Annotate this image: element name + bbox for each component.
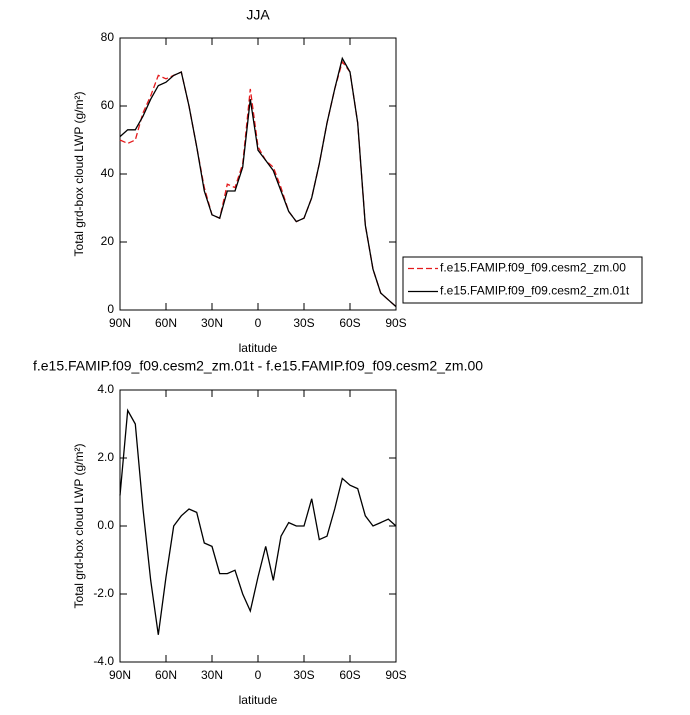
y-tick-label: -4.0	[93, 654, 114, 668]
chart-title: JJA	[246, 7, 270, 23]
legend-label: f.e15.FAMIP.f09_f09.cesm2_zm.01t	[440, 284, 630, 298]
x-tick-label: 90N	[109, 668, 131, 682]
legend-box	[402, 256, 643, 304]
x-tick-label: 0	[255, 668, 262, 682]
y-tick-label: 80	[101, 30, 115, 44]
x-tick-label: 60N	[155, 316, 177, 330]
x-tick-label: 90N	[109, 316, 131, 330]
x-tick-label: 30N	[201, 316, 223, 330]
x-tick-label: 60S	[339, 316, 360, 330]
x-tick-label: 0	[255, 316, 262, 330]
legend-label: f.e15.FAMIP.f09_f09.cesm2_zm.00	[440, 261, 626, 275]
x-tick-label: 30S	[293, 668, 314, 682]
x-tick-label: 30N	[201, 668, 223, 682]
x-axis-label: latitude	[239, 341, 278, 355]
plot-frame	[119, 37, 397, 311]
y-tick-label: 60	[101, 98, 115, 112]
data-line	[119, 56, 397, 308]
x-tick-label: 90S	[385, 316, 406, 330]
y-axis-label: Total grd-box cloud LWP (g/m²)	[72, 92, 86, 257]
x-axis-label: latitude	[239, 693, 278, 707]
x-tick-label: 60N	[155, 668, 177, 682]
x-tick-label: 60S	[339, 668, 360, 682]
x-tick-label: 90S	[385, 668, 406, 682]
data-line	[119, 408, 397, 635]
y-tick-label: 0	[107, 302, 114, 316]
y-tick-label: -2.0	[93, 586, 114, 600]
y-tick-label: 40	[101, 166, 115, 180]
plot-frame	[119, 389, 397, 663]
y-tick-label: 20	[101, 234, 115, 248]
chart-title: f.e15.FAMIP.f09_f09.cesm2_zm.01t - f.e15…	[33, 358, 483, 374]
x-tick-label: 30S	[293, 316, 314, 330]
y-tick-label: 2.0	[97, 450, 114, 464]
y-tick-label: 4.0	[97, 382, 114, 396]
y-axis-label: Total grd-box cloud LWP (g/m²)	[72, 444, 86, 609]
y-tick-label: 0.0	[97, 518, 114, 532]
